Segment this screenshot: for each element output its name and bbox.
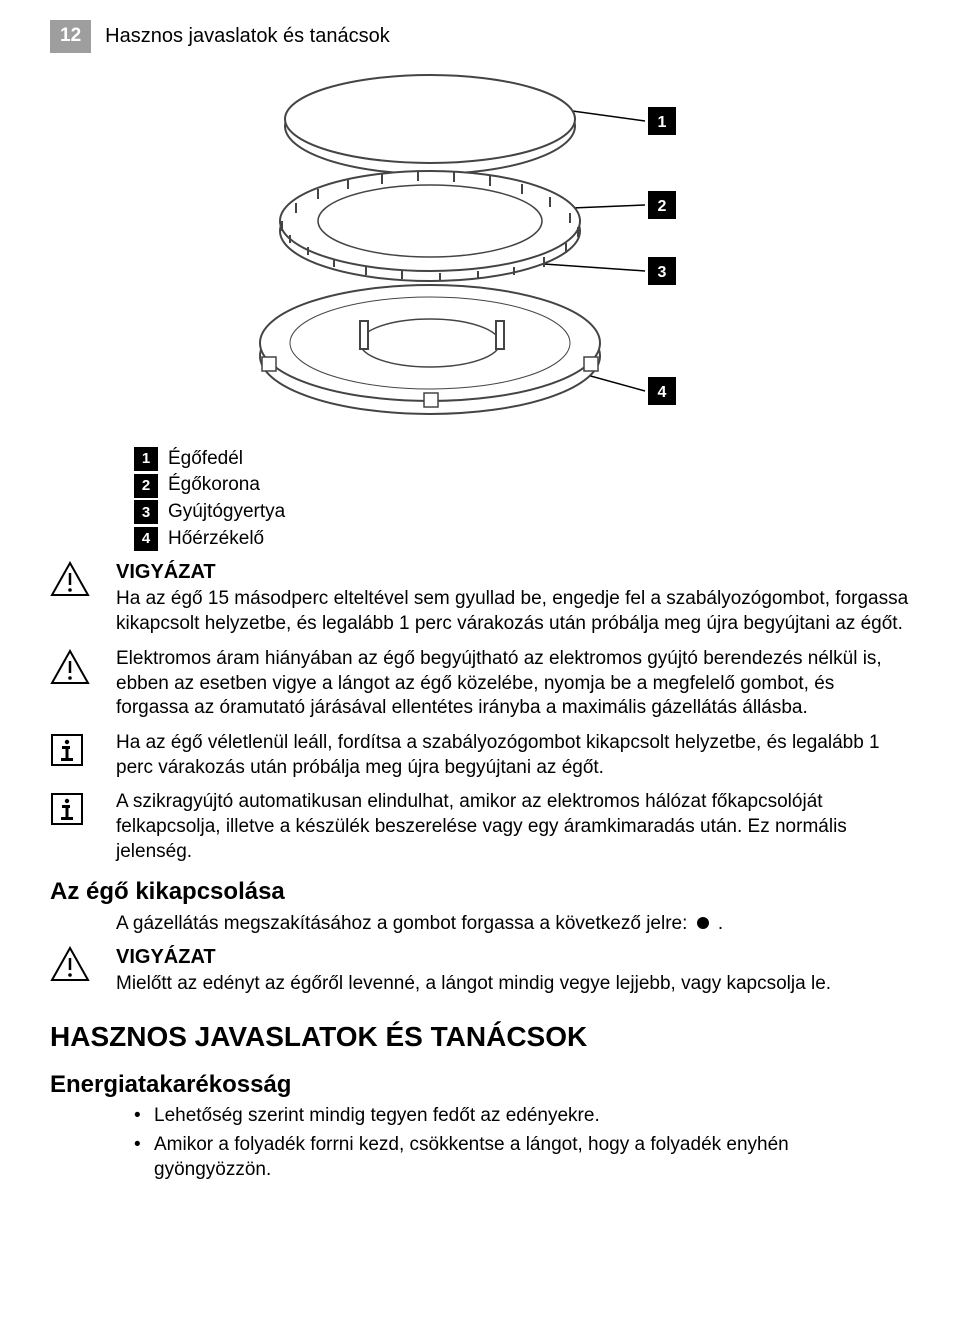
info-block: A szikragyújtó automatikusan elindulhat,…: [50, 790, 910, 864]
legend-item: 1 Égőfedél: [134, 447, 910, 472]
legend-num: 2: [134, 474, 158, 498]
burner-svg: 1 2 3 4: [200, 71, 760, 431]
off-symbol-icon: [697, 917, 709, 929]
info-icon: [50, 792, 84, 826]
warning-block: VIGYÁZAT Mielőtt az edényt az égőről lev…: [50, 944, 910, 997]
svg-text:2: 2: [658, 198, 667, 215]
warning-heading: VIGYÁZAT: [116, 559, 910, 585]
turn-off-text: A gázellátás megszakításához a gombot fo…: [116, 912, 910, 937]
legend-item: 4 Hőérzékelő: [134, 527, 910, 552]
turn-off-line-after: .: [713, 913, 724, 934]
info-text: A szikragyújtó automatikusan elindulhat,…: [116, 790, 910, 864]
legend-num: 3: [134, 500, 158, 524]
warning-icon: [50, 946, 90, 982]
warning-text: Elektromos áram hiányában az égő begyújt…: [116, 647, 910, 721]
tips-subheading: Energiatakarékosság: [50, 1069, 910, 1100]
warning-text: Mielőtt az edényt az égőről levenné, a l…: [116, 972, 910, 997]
page-number-box: 12: [50, 20, 91, 53]
page-header-title: Hasznos javaslatok és tanácsok: [105, 23, 390, 49]
list-item: Lehetőség szerint mindig tegyen fedőt az…: [134, 1104, 910, 1129]
diagram-part-cap: [285, 75, 575, 174]
list-item: Amikor a folyadék forrni kezd, csökkents…: [134, 1133, 910, 1182]
svg-text:4: 4: [658, 384, 667, 401]
info-block: Ha az égő véletlenül leáll, fordítsa a s…: [50, 731, 910, 780]
info-text: Ha az égő véletlenül leáll, fordítsa a s…: [116, 731, 910, 780]
tips-list: Lehetőség szerint mindig tegyen fedőt az…: [134, 1104, 910, 1182]
diagram-part-crown: [280, 171, 580, 281]
legend-num: 4: [134, 527, 158, 551]
diagram-part-base: [260, 285, 600, 414]
legend-item: 2 Égőkorona: [134, 473, 910, 498]
legend-item: 3 Gyújtógyertya: [134, 500, 910, 525]
turn-off-heading: Az égő kikapcsolása: [50, 876, 910, 907]
warning-icon: [50, 649, 90, 685]
warning-heading: VIGYÁZAT: [116, 944, 910, 970]
legend-label: Gyújtógyertya: [168, 500, 285, 525]
legend-num: 1: [134, 447, 158, 471]
svg-text:1: 1: [658, 114, 667, 131]
warning-block: Elektromos áram hiányában az égő begyújt…: [50, 647, 910, 721]
tips-heading: HASZNOS JAVASLATOK ÉS TANÁCSOK: [50, 1019, 910, 1055]
legend-label: Égőkorona: [168, 473, 260, 498]
warning-icon: [50, 561, 90, 597]
warning-text: Ha az égő 15 másodperc elteltével sem gy…: [116, 587, 910, 636]
diagram-callouts: 1 2 3 4: [648, 107, 676, 405]
legend-label: Hőérzékelő: [168, 527, 264, 552]
svg-text:3: 3: [658, 264, 667, 281]
info-icon: [50, 733, 84, 767]
warning-block: VIGYÁZAT Ha az égő 15 másodperc elteltév…: [50, 559, 910, 636]
parts-legend: 1 Égőfedél 2 Égőkorona 3 Gyújtógyertya 4…: [134, 447, 910, 552]
turn-off-line-before: A gázellátás megszakításához a gombot fo…: [116, 913, 693, 934]
legend-label: Égőfedél: [168, 447, 243, 472]
burner-diagram: 1 2 3 4: [50, 71, 910, 431]
page-header: 12 Hasznos javaslatok és tanácsok: [50, 20, 910, 53]
